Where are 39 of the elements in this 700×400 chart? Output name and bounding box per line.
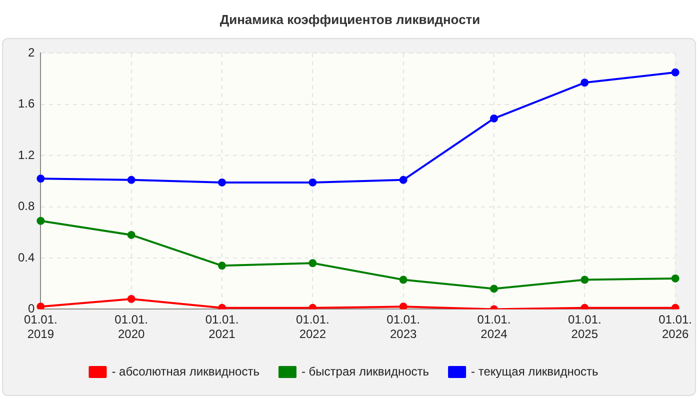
y-tick-label: 0.4 bbox=[18, 250, 35, 264]
point bbox=[580, 276, 589, 284]
point bbox=[490, 284, 498, 293]
y-tick-label: 1.2 bbox=[18, 148, 35, 162]
point bbox=[127, 176, 136, 184]
point bbox=[671, 304, 680, 310]
x-tick-label: 01.01. 2020 bbox=[114, 312, 148, 342]
y-tick-label: 1.6 bbox=[18, 96, 35, 111]
point bbox=[671, 274, 680, 282]
point bbox=[671, 68, 680, 76]
point bbox=[36, 302, 45, 310]
point bbox=[127, 230, 136, 239]
x-tick-label: 01.01. 2022 bbox=[296, 312, 330, 342]
point bbox=[36, 216, 45, 225]
y-tick-label: 2 bbox=[28, 46, 35, 60]
point bbox=[218, 178, 226, 186]
point bbox=[490, 114, 498, 122]
x-tick-label: 01.01. 2021 bbox=[205, 312, 239, 342]
point bbox=[399, 176, 408, 184]
point bbox=[308, 259, 317, 268]
y-tick-label: 0.8 bbox=[18, 199, 35, 214]
point bbox=[218, 304, 226, 310]
x-tick-label: 01.01. 2023 bbox=[386, 312, 420, 342]
chart-title: Динамика коэффициентов ликвидности bbox=[218, 11, 482, 29]
legend-label: - быстрая ликвидность bbox=[301, 364, 430, 378]
point bbox=[580, 304, 589, 310]
x-tick-label: 01.01. 2025 bbox=[568, 312, 602, 342]
point bbox=[308, 178, 317, 186]
point bbox=[580, 78, 589, 87]
x-tick-label: 01.01. 2024 bbox=[477, 312, 511, 342]
point bbox=[36, 174, 45, 183]
point bbox=[399, 276, 408, 284]
x-tick-label: 01.01. 2026 bbox=[658, 312, 692, 342]
legend-label: - текущая ликвидность bbox=[471, 364, 598, 378]
point bbox=[127, 294, 136, 303]
point bbox=[218, 262, 226, 270]
point bbox=[399, 302, 408, 310]
legend-label: - абсолютная ликвидность bbox=[112, 364, 260, 378]
point bbox=[308, 304, 317, 310]
